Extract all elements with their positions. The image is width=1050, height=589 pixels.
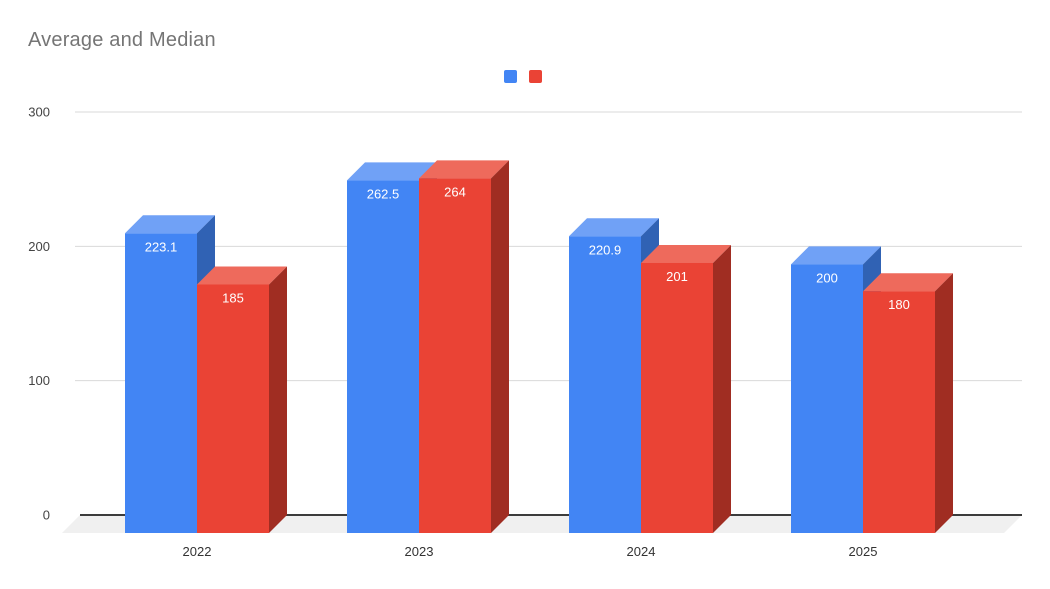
x-axis-category-label: 2024 [627, 544, 656, 559]
bar-top-face [569, 218, 659, 237]
x-axis-category-label: 2023 [405, 544, 434, 559]
chart-title: Average and Median [28, 29, 216, 51]
bar-side-face [713, 244, 731, 534]
bar-side-face [935, 273, 953, 533]
bar-value-label: 185 [222, 290, 244, 305]
bar-2022-series-2[interactable]: 185 [197, 266, 287, 533]
bar-top-face [641, 244, 731, 263]
bar-front-face [641, 262, 713, 533]
bar-top-face [125, 215, 215, 234]
bar-value-label: 223.1 [145, 239, 178, 254]
y-axis-tick-label: 0 [43, 508, 50, 523]
bar-value-label: 262.5 [367, 186, 400, 201]
y-axis-tick-label: 100 [28, 373, 50, 388]
legend-swatch-series-2[interactable] [529, 70, 542, 83]
bar-top-face [197, 266, 287, 285]
bar-front-face [419, 178, 491, 534]
bar-front-face [125, 233, 197, 533]
bar-value-label: 220.9 [589, 242, 622, 257]
bar-2025-series-2[interactable]: 180 [863, 273, 953, 533]
bar-top-face [419, 160, 509, 179]
bar-front-face [347, 180, 419, 533]
x-axis-category-label: 2022 [183, 544, 212, 559]
bar-front-face [569, 236, 641, 533]
chart-legend [504, 70, 542, 83]
bar-value-label: 264 [444, 184, 466, 199]
bar-top-face [791, 246, 881, 265]
bar-front-face [791, 264, 863, 533]
bar-top-face [347, 162, 437, 181]
bar-value-label: 201 [666, 269, 688, 284]
bar-2025-series-1[interactable]: 200 [791, 246, 881, 534]
bar-2023-series-2[interactable]: 264 [419, 160, 509, 534]
bar-side-face [269, 266, 287, 533]
bar-2024-series-2[interactable]: 201 [641, 244, 731, 534]
x-axis-category-label: 2025 [849, 544, 878, 559]
chart-floor [62, 515, 1022, 533]
bar-value-label: 200 [816, 270, 838, 285]
legend-swatch-series-1[interactable] [504, 70, 517, 83]
y-axis-tick-label: 300 [28, 105, 50, 120]
bar-side-face [491, 160, 509, 534]
y-axis-tick-label: 200 [28, 239, 50, 254]
bar-top-face [863, 273, 953, 292]
bar-value-label: 180 [888, 297, 910, 312]
bar-front-face [863, 291, 935, 533]
bar-front-face [197, 284, 269, 533]
